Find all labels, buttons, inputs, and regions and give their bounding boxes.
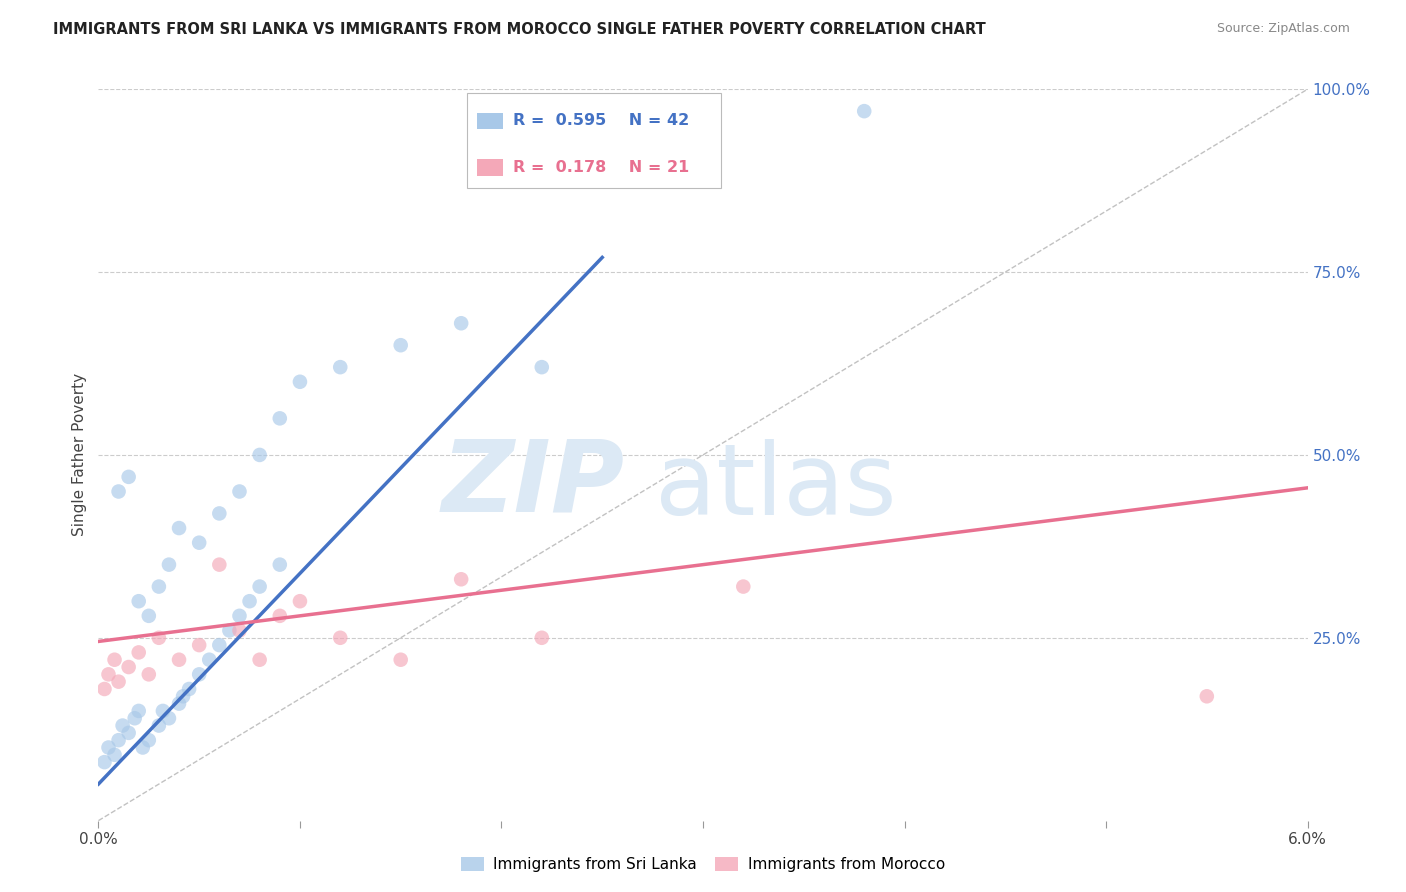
Point <box>118 660 141 674</box>
Point <box>124 711 146 725</box>
Point <box>167 653 190 667</box>
Point <box>172 690 194 704</box>
Point <box>107 674 129 689</box>
Point <box>152 704 174 718</box>
Point <box>107 733 129 747</box>
Point <box>450 572 472 586</box>
Point <box>138 667 160 681</box>
Text: R =  0.178    N = 21: R = 0.178 N = 21 <box>513 160 689 175</box>
Point <box>128 594 150 608</box>
Point <box>530 631 553 645</box>
Text: atlas: atlas <box>655 440 897 536</box>
Point <box>239 594 262 608</box>
Point <box>157 558 180 572</box>
Point <box>1195 690 1218 704</box>
Text: R =  0.595    N = 42: R = 0.595 N = 42 <box>513 113 689 128</box>
Point <box>157 711 180 725</box>
Point <box>103 653 125 667</box>
Point <box>228 484 250 499</box>
Point <box>198 653 221 667</box>
Point <box>269 608 291 623</box>
Point <box>853 104 876 119</box>
Point <box>103 747 125 762</box>
Bar <box>477 160 503 176</box>
Point <box>148 718 170 732</box>
Point <box>269 411 291 425</box>
Y-axis label: Single Father Poverty: Single Father Poverty <box>72 374 87 536</box>
Point <box>93 681 115 696</box>
Point <box>218 624 240 638</box>
Point <box>138 733 160 747</box>
Point <box>93 755 115 769</box>
Point <box>111 718 134 732</box>
Point <box>389 653 412 667</box>
Point <box>138 608 160 623</box>
Text: ZIP: ZIP <box>441 435 624 533</box>
Point <box>389 338 412 352</box>
Point <box>249 580 271 594</box>
Point <box>167 521 190 535</box>
Text: Source: ZipAtlas.com: Source: ZipAtlas.com <box>1216 22 1350 36</box>
Bar <box>477 112 503 128</box>
Point <box>188 535 211 549</box>
Point <box>97 740 120 755</box>
Point <box>228 608 250 623</box>
Legend: Immigrants from Sri Lanka, Immigrants from Morocco: Immigrants from Sri Lanka, Immigrants fr… <box>454 849 952 880</box>
Point <box>329 631 352 645</box>
Point <box>179 681 201 696</box>
Point <box>188 638 211 652</box>
Point <box>128 704 150 718</box>
Point <box>288 594 311 608</box>
Text: IMMIGRANTS FROM SRI LANKA VS IMMIGRANTS FROM MOROCCO SINGLE FATHER POVERTY CORRE: IMMIGRANTS FROM SRI LANKA VS IMMIGRANTS … <box>53 22 986 37</box>
Point <box>107 484 129 499</box>
Point <box>118 726 141 740</box>
Point <box>148 580 170 594</box>
Point <box>118 470 141 484</box>
Point <box>733 580 755 594</box>
Point <box>530 360 553 375</box>
Point <box>288 375 311 389</box>
Point <box>208 558 231 572</box>
Point <box>450 316 472 330</box>
Point <box>208 507 231 521</box>
Point <box>249 653 271 667</box>
Point <box>228 624 250 638</box>
Point <box>208 638 231 652</box>
Point <box>97 667 120 681</box>
Point <box>188 667 211 681</box>
Point <box>148 631 170 645</box>
Point <box>269 558 291 572</box>
Point <box>128 645 150 659</box>
Point <box>329 360 352 375</box>
Point <box>132 740 155 755</box>
Point <box>249 448 271 462</box>
Point <box>167 697 190 711</box>
FancyBboxPatch shape <box>467 93 721 188</box>
